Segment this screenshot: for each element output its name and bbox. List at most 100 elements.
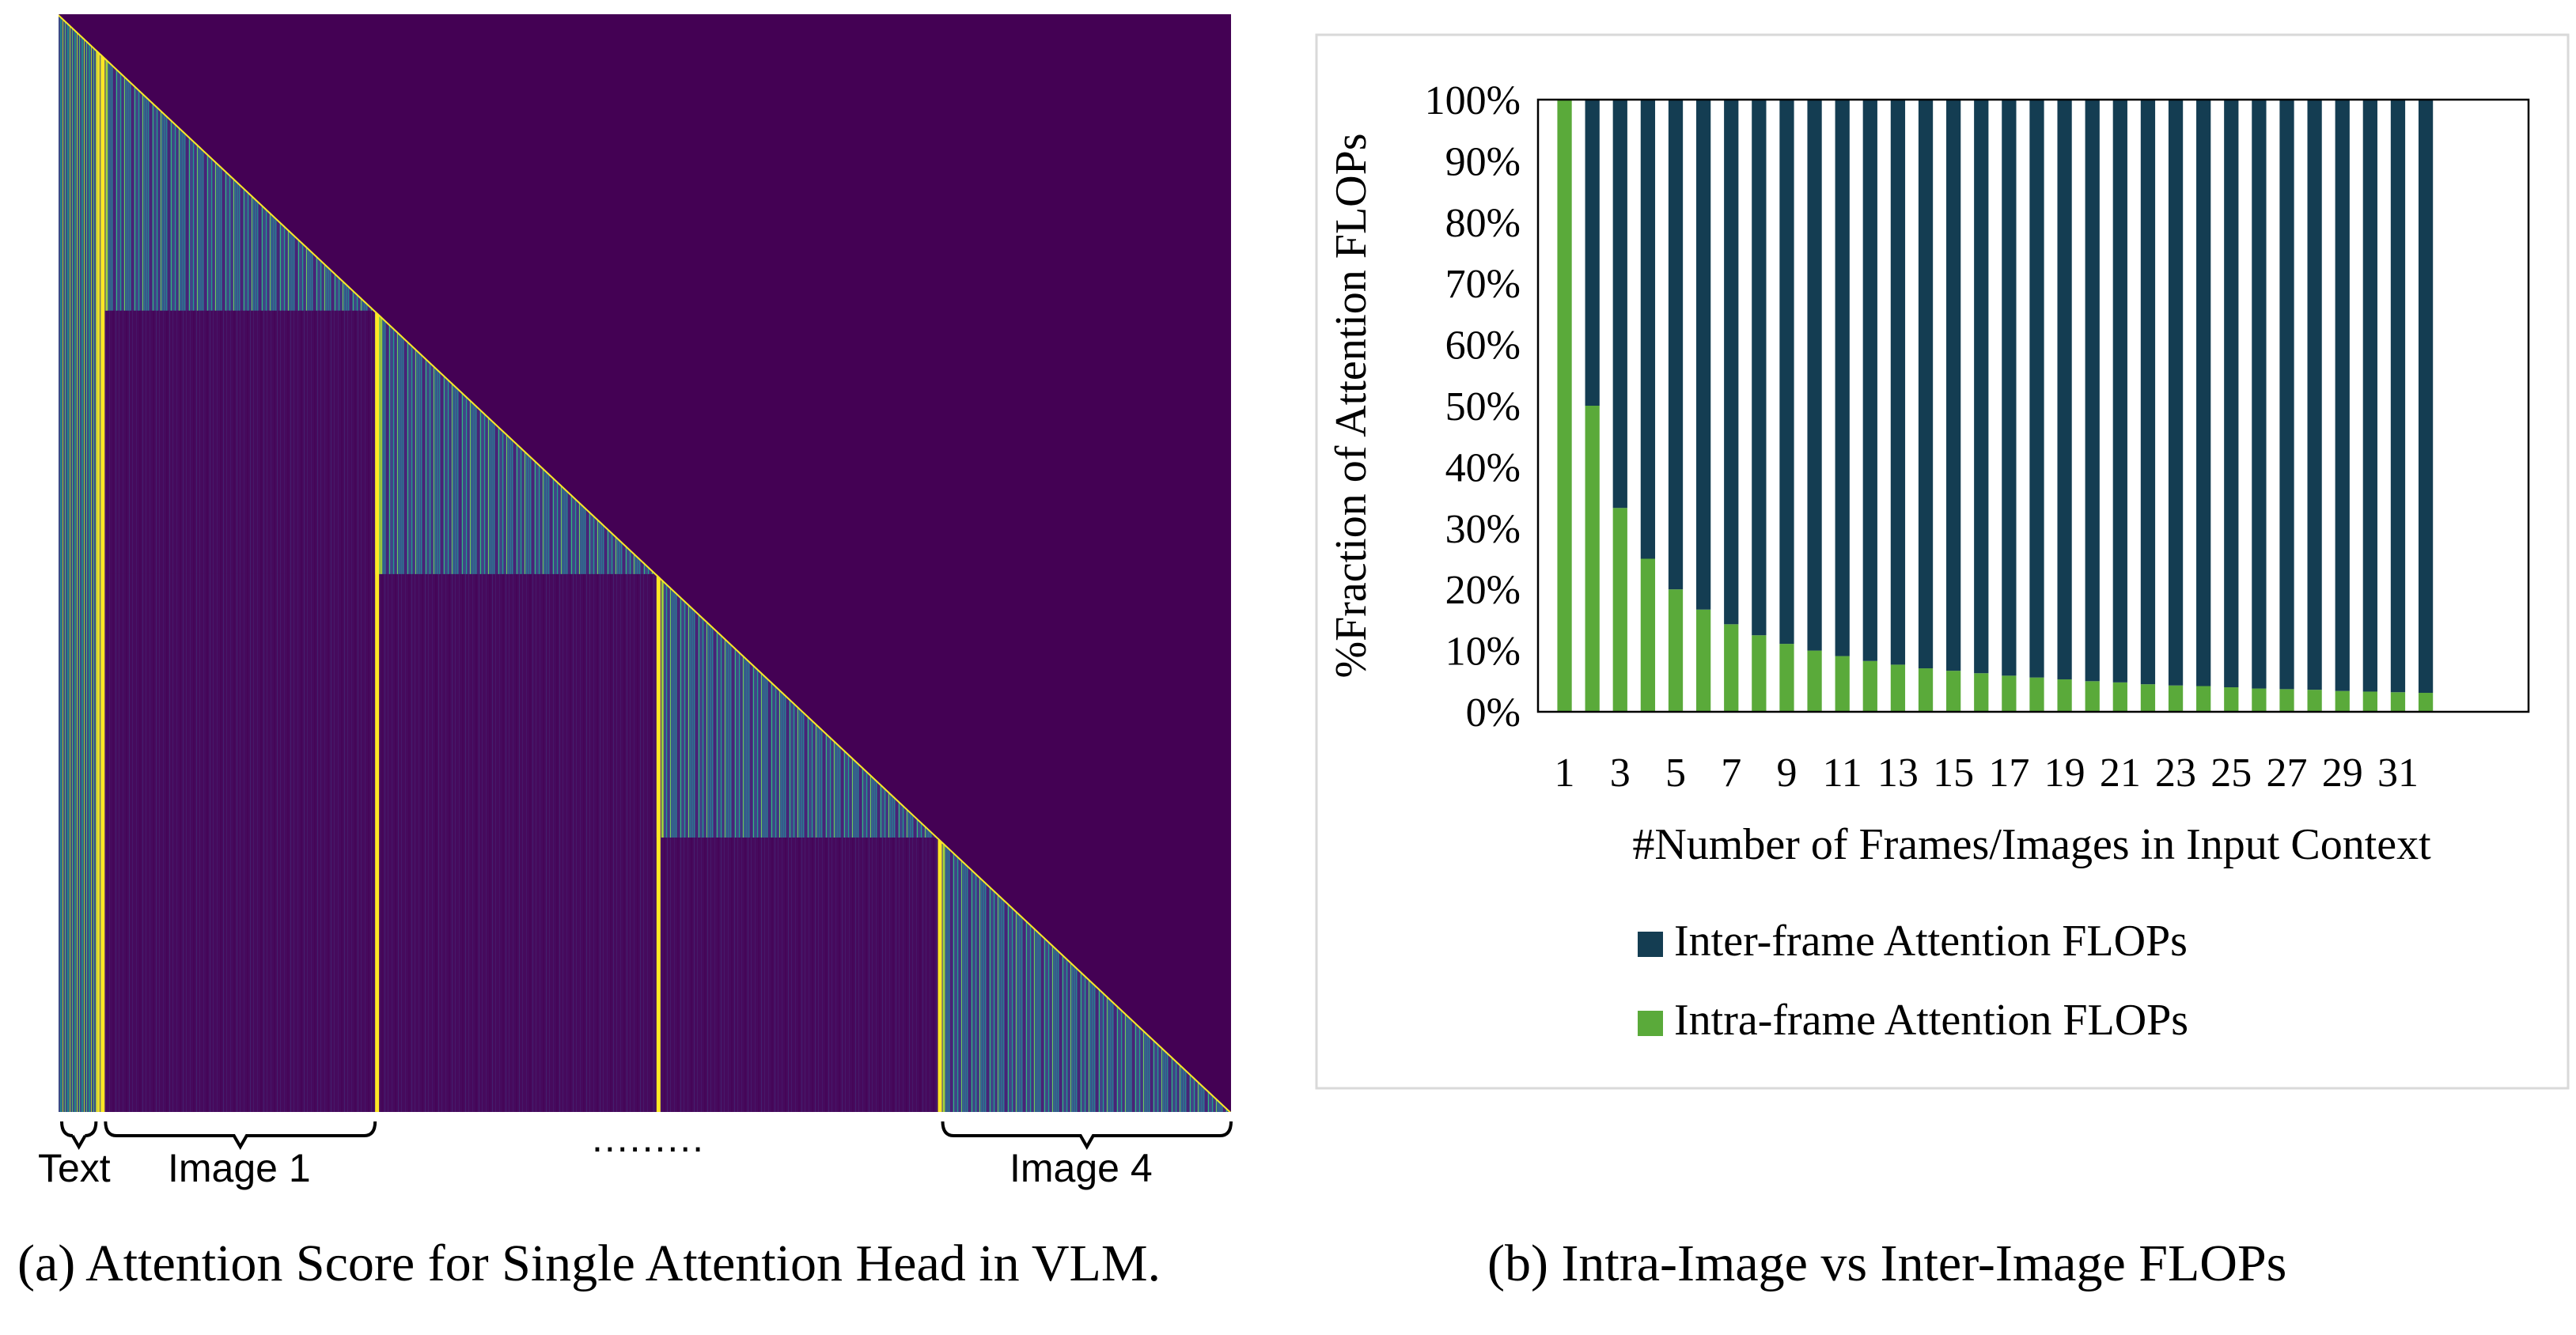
heatmap-bracket xyxy=(60,1121,98,1151)
bar-intra-frame xyxy=(1862,660,1877,712)
legend-swatch xyxy=(1638,1011,1663,1036)
bar-inter-frame xyxy=(2335,100,2350,691)
heatmap-sink-line xyxy=(938,838,942,1112)
bar-inter-frame xyxy=(2085,100,2100,682)
legend-label: Intra-frame Attention FLOPs xyxy=(1674,996,2188,1045)
bar-inter-frame xyxy=(1862,100,1877,661)
panel-b: 0% 10% 20% 30% 40% 50% 60% 70% 80% 90% 100% 1 3 5 7 9 11… xyxy=(1313,0,2576,1335)
bar-inter-frame xyxy=(1668,100,1684,590)
x-tick-label: 13 xyxy=(1877,751,1919,796)
x-tick-label: 1 xyxy=(1555,751,1575,796)
bar-inter-frame xyxy=(1946,100,1961,671)
heatmap-body xyxy=(59,14,1231,1112)
bar-intra-frame xyxy=(1779,644,1794,712)
bar-intra-frame xyxy=(1974,673,1989,712)
heatmap-diagonal xyxy=(59,14,1231,1112)
y-tick-label: 40% xyxy=(1445,445,1521,490)
bar-inter-frame xyxy=(2196,100,2211,686)
bar-intra-frame xyxy=(2168,685,2184,712)
label-text: Text xyxy=(38,1146,111,1190)
bar-intra-frame xyxy=(2224,687,2239,712)
bar-intra-frame xyxy=(1557,100,1572,712)
bar-inter-frame xyxy=(1890,100,1906,665)
heatmap-brackets xyxy=(60,1121,1233,1151)
caption-a: (a) Attention Score for Single Attention… xyxy=(17,1235,1161,1292)
y-tick-label: 60% xyxy=(1445,323,1521,369)
heatmap-bracket xyxy=(941,1121,1233,1151)
x-tick-label: 7 xyxy=(1721,751,1741,796)
y-tick-label: 70% xyxy=(1445,262,1521,307)
bar-intra-frame xyxy=(1640,558,1656,712)
x-tick-label: 23 xyxy=(2155,751,2196,796)
bar-intra-frame xyxy=(1668,589,1684,712)
bar-intra-frame xyxy=(1585,406,1600,712)
bar-intra-frame xyxy=(1724,624,1739,712)
y-tick-label: 100% xyxy=(1425,78,1521,123)
bar-inter-frame xyxy=(2362,100,2377,692)
bar-inter-frame xyxy=(1752,100,1767,636)
caption-b: (b) Intra-Image vs Inter-Image FLOPs xyxy=(1487,1235,2287,1292)
bar-intra-frame xyxy=(1807,650,1822,712)
bar-inter-frame xyxy=(1807,100,1822,651)
y-tick-label: 30% xyxy=(1445,507,1521,552)
bar-intra-frame xyxy=(2057,679,2072,712)
bar-intra-frame xyxy=(2362,691,2377,712)
heatmap-offdiag-block xyxy=(656,838,938,1112)
bar-legend: Inter-frame Attention FLOPs Intra-frame A… xyxy=(1638,917,2188,1045)
x-tick-label: 9 xyxy=(1776,751,1797,796)
label-ellipsis: ......... xyxy=(592,1116,706,1160)
x-tick-label: 15 xyxy=(1933,751,1974,796)
bar-intra-frame xyxy=(2085,681,2100,712)
bar-intra-frame xyxy=(2279,689,2294,712)
x-tick-label: 11 xyxy=(1823,751,1862,796)
bar-intra-frame xyxy=(2140,684,2156,712)
legend-swatch xyxy=(1638,932,1663,957)
y-axis-title: %Fraction of Attention FLOPs xyxy=(1327,133,1376,678)
bar-inter-frame xyxy=(1835,100,1850,656)
heatmap-offdiag-block xyxy=(100,310,376,574)
bar-intra-frame xyxy=(1918,668,1934,712)
bar-intra-frame xyxy=(2112,682,2127,712)
bar-intra-frame xyxy=(2307,690,2322,712)
x-tick-label: 25 xyxy=(2210,751,2252,796)
y-tick-label: 80% xyxy=(1445,201,1521,246)
attention-heatmap xyxy=(59,14,1233,1151)
heatmap-offdiag-block xyxy=(375,573,657,838)
bar-inter-frame xyxy=(2112,100,2127,683)
x-tick-label: 29 xyxy=(2322,751,2363,796)
bar-inter-frame xyxy=(1640,100,1656,559)
legend-label: Inter-frame Attention FLOPs xyxy=(1674,917,2188,966)
bar-inter-frame xyxy=(1918,100,1934,669)
x-tick-label: 17 xyxy=(1988,751,2029,796)
bar-inter-frame xyxy=(2029,100,2044,678)
chart-frame xyxy=(1315,33,2570,1090)
label-image-1: Image 1 xyxy=(168,1146,311,1190)
bar-intra-frame xyxy=(2002,675,2017,712)
plot-border xyxy=(1536,98,2530,713)
heatmap-sink-line xyxy=(942,838,945,1112)
bar-inter-frame xyxy=(2140,100,2156,685)
heatmap-text-column xyxy=(59,14,101,1112)
bar-inter-frame xyxy=(2418,100,2434,694)
bar-inter-frame xyxy=(1585,100,1600,406)
bar-inter-frame xyxy=(1612,100,1627,509)
heatmap-sink-line xyxy=(375,310,380,1112)
y-tick-label: 90% xyxy=(1445,139,1521,184)
bar-intra-frame xyxy=(1695,609,1711,712)
bar-axes: 0%10%20%30%40%50%60%70%80%90%100%1 3 5 7 9 11… xyxy=(1327,78,2530,869)
bar-inter-frame xyxy=(2390,100,2406,693)
bar-inter-frame xyxy=(2057,100,2072,679)
heatmap-sink-line xyxy=(656,573,661,1112)
bar-inter-frame xyxy=(1974,99,1989,674)
bar-intra-frame xyxy=(1890,664,1906,712)
bar-intra-frame xyxy=(1612,508,1627,712)
x-axis-title: #Number of Frames/Images in Input Contex… xyxy=(1632,820,2431,869)
heatmap-sink-line xyxy=(380,310,383,574)
heatmap-offdiag-block xyxy=(100,838,376,1112)
heatmap-text-edge xyxy=(96,14,100,1112)
bar-intra-frame xyxy=(1835,656,1850,712)
bar-inter-frame xyxy=(1724,100,1739,625)
x-tick-label: 19 xyxy=(2044,751,2085,796)
y-tick-label: 50% xyxy=(1445,384,1521,429)
y-tick-label: 0% xyxy=(1466,690,1521,736)
